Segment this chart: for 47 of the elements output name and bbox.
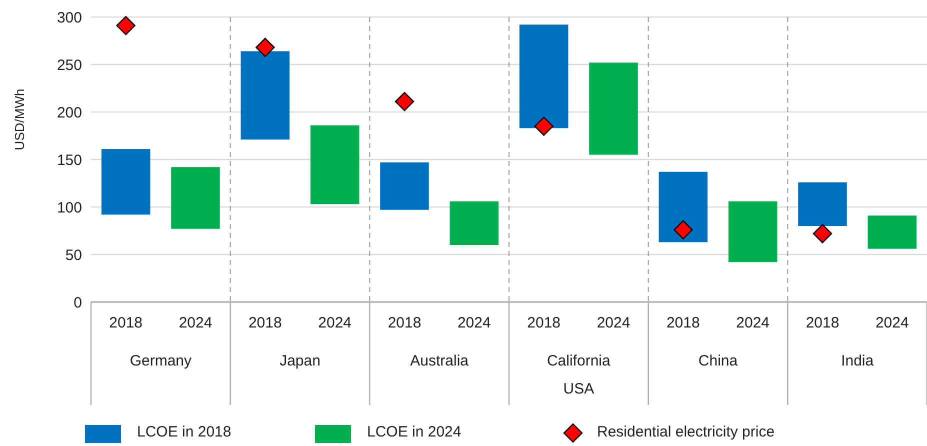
bar [101, 149, 150, 215]
y-tick-label: 250 [56, 56, 82, 74]
text: Japan [280, 352, 320, 370]
bar [728, 201, 778, 262]
text: India [841, 352, 874, 370]
x-tick-label: 2018 [388, 314, 422, 332]
text: Germany [130, 352, 192, 370]
x-tick-label: 2024 [875, 314, 909, 332]
y-tick-label: 300 [56, 9, 82, 26]
x-tick-label: 2018 [806, 314, 840, 332]
y-tick-label: 100 [56, 199, 82, 216]
x-tick-label: 2018 [527, 314, 561, 332]
legend-label: LCOE in 2024 [367, 423, 462, 440]
y-tick-label: 200 [56, 104, 82, 122]
point [534, 116, 554, 136]
legend-label: Residential electricity price [597, 423, 775, 440]
x-tick-label: 2018 [109, 314, 143, 332]
y-tick-label: 150 [56, 152, 82, 169]
bar [589, 62, 638, 155]
x-tick-label: 2024 [736, 314, 770, 332]
y-tick-label: 0 [74, 294, 82, 312]
x-tick-label: 2024 [596, 314, 630, 332]
text: China [698, 352, 738, 370]
bar [171, 167, 220, 229]
bar [798, 182, 847, 226]
bar [450, 201, 499, 245]
y-axis-title: USD/MWh [12, 88, 27, 150]
point [394, 92, 414, 112]
bar [310, 125, 360, 204]
text: Australia [410, 352, 470, 370]
x-tick-label: 2018 [666, 314, 700, 332]
point [812, 224, 832, 244]
bar [868, 216, 917, 249]
x-tick-label: 2018 [248, 314, 282, 332]
point [116, 16, 136, 36]
bar [519, 24, 568, 128]
x-tick-label: 2024 [178, 314, 212, 332]
point [256, 38, 275, 57]
y-tick-label: 50 [65, 246, 82, 264]
point [674, 220, 693, 240]
legend-label: LCOE in 2018 [137, 423, 232, 440]
bar [240, 51, 290, 140]
x-tick-label: 2024 [457, 314, 491, 332]
bar [380, 162, 429, 210]
text: California USA [546, 352, 611, 398]
bar [658, 172, 708, 242]
x-tick-label: 2024 [318, 314, 352, 332]
